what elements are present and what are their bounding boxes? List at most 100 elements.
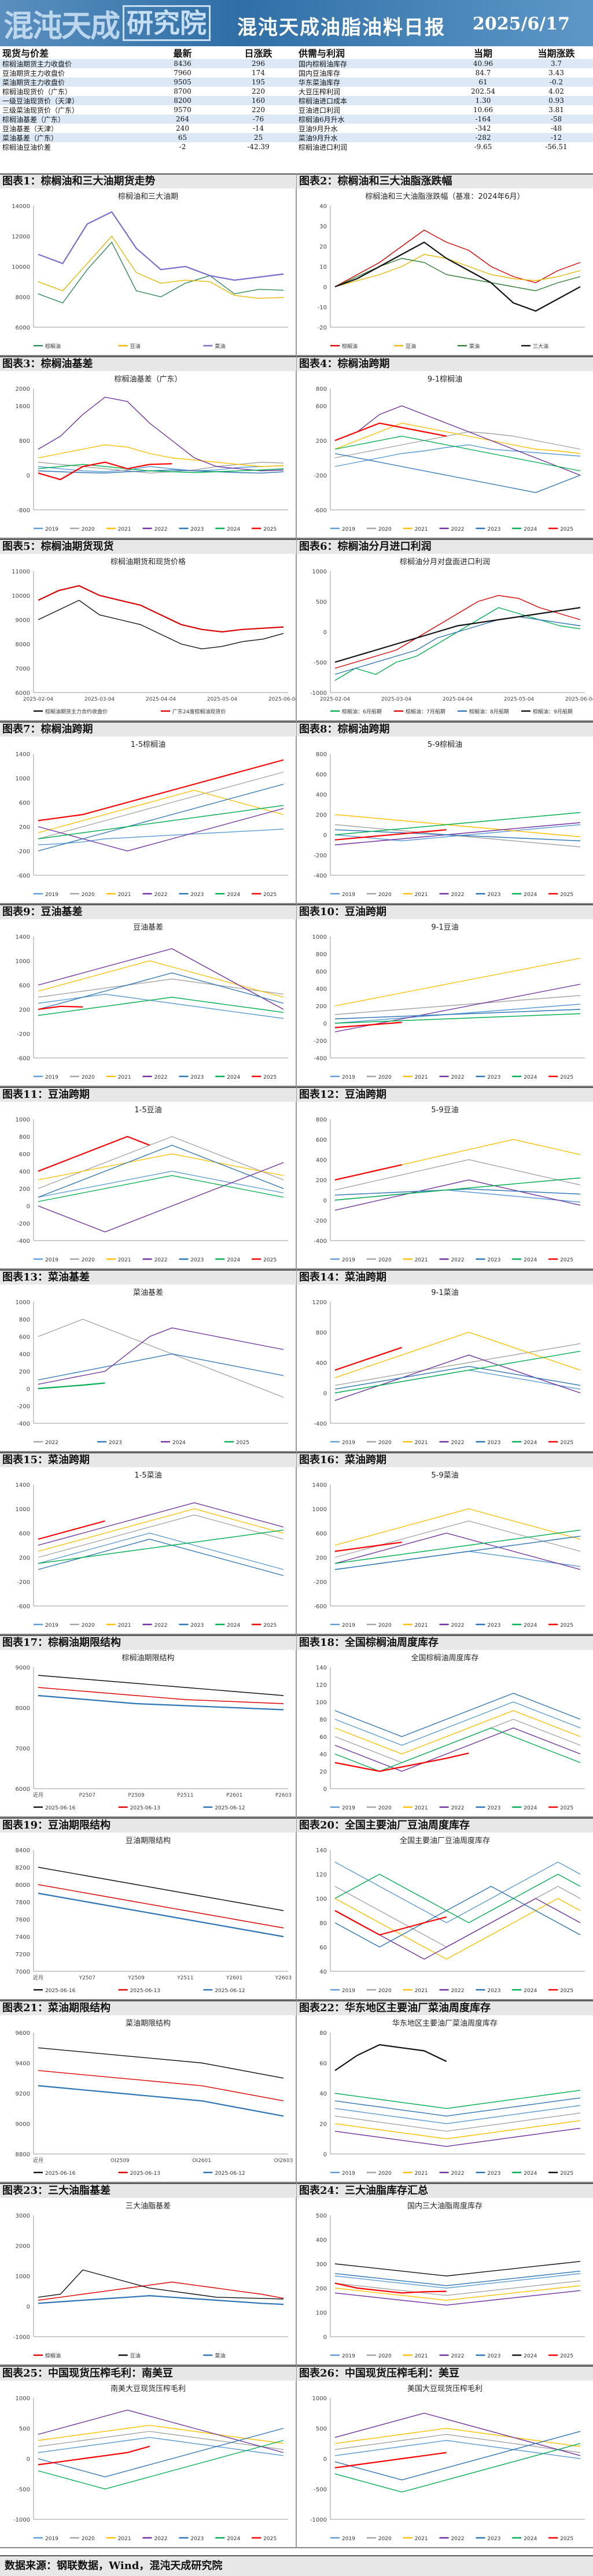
chart-panel: 图表23：三大油脂基差 三大油脂基差 -1000 0 1000 2000 3000 棕榈油 豆油… xyxy=(0,2183,296,2366)
series-line xyxy=(334,2280,581,2296)
legend-label: 2020 xyxy=(378,1075,392,1080)
legend-label: 2021 xyxy=(118,1075,131,1080)
legend-label: 2019 xyxy=(342,1257,355,1263)
chart-panel: 图表3：棕榈油基差 棕榈油基差（广东） -800 0 800 1600 2000 2019 20… xyxy=(0,356,296,539)
table-cell: -9.65 xyxy=(474,143,492,151)
series-line xyxy=(334,444,581,467)
y-tick-label: 9600 xyxy=(16,2030,30,2037)
line-chart: 菜油基差 -400 -200 0 200 400 600 800 1000 2022 2023 202… xyxy=(16,1289,288,1446)
series-line xyxy=(334,995,581,1015)
chart-panel: 图表5：棕榈油期货现货 棕榈油期货和现货价格 6000 7000 8000 9000 100… xyxy=(0,539,296,721)
legend-label: 2025-06-16 xyxy=(45,1805,76,1811)
y-tick-label: 7200 xyxy=(16,1952,30,1958)
legend-label: 2021 xyxy=(415,1805,428,1811)
y-tick-label: 120 xyxy=(316,1872,327,1878)
series-line xyxy=(334,1861,581,1923)
table-cell: 棕榈油基差（广东） xyxy=(2,115,65,124)
series-line xyxy=(38,997,284,1016)
chart-title: 9-1豆油 xyxy=(431,923,458,932)
legend-label: 2023 xyxy=(487,1440,500,1446)
y-tick-label: 1000 xyxy=(16,958,30,965)
legend-label: 2024 xyxy=(524,2536,537,2542)
x-tick-label: P2509 xyxy=(128,1793,145,1798)
table-row: 豆油基差（天津） 240 -14 xyxy=(0,124,296,133)
legend-label: 2019 xyxy=(342,1440,355,1446)
line-chart: 菜油期限结构 8800 9000 9200 9400 9600 近月 OI2509 OI2601… xyxy=(16,2019,293,2177)
spot-table: 现货与价差 最新 日涨跌 棕榈油期货主力收盘价 8436 296 豆油期货主力收盘价 7960… xyxy=(0,46,296,173)
x-tick-label: OI2601 xyxy=(192,2158,211,2164)
legend-label: 2024 xyxy=(524,1440,537,1446)
legend-label: 2021 xyxy=(118,527,131,532)
legend-label: 2024 xyxy=(524,1257,537,1263)
table-row: 豆油9月升水 -342 -48 xyxy=(296,124,593,133)
series-line xyxy=(38,2440,284,2490)
y-tick-label: 800 xyxy=(19,438,30,445)
y-tick-label: 400 xyxy=(316,2237,327,2244)
legend-label: 2020 xyxy=(378,1257,392,1263)
series-line xyxy=(334,2112,581,2132)
logo-text: 混沌天成 xyxy=(3,8,120,44)
legend-label: 豆油 xyxy=(406,343,416,350)
y-tick-label: -500 xyxy=(314,2487,327,2493)
series-line xyxy=(38,444,284,467)
table-cell: 华东菜油库存 xyxy=(299,78,341,87)
y-tick-label: 400 xyxy=(316,1360,327,1367)
chart-panel-label: 图表25：中国现货压榨毛利：南美豆 xyxy=(0,2366,296,2381)
legend-label: 2021 xyxy=(118,1623,131,1628)
series-line xyxy=(334,1535,581,1570)
series-line xyxy=(334,2412,581,2456)
page-title: 混沌天成油脂油料日报 xyxy=(237,16,445,39)
series-line xyxy=(38,1687,284,1704)
table-cell: 174 xyxy=(252,69,265,77)
legend-label: 2023 xyxy=(487,1257,500,1263)
table-cell: -48 xyxy=(550,124,562,132)
legend-label: 2019 xyxy=(342,2353,355,2359)
legend-label: 2023 xyxy=(190,1257,204,1263)
chart-panel-label: 图表15：菜油跨期 xyxy=(0,1452,296,1467)
y-tick-label: -600 xyxy=(17,1056,30,1062)
table-header-cell: 供需与利润 xyxy=(299,48,345,59)
table-row: 棕榈油基差（广东） 264 -76 xyxy=(0,114,296,124)
legend-label: 2025 xyxy=(263,892,277,898)
supply-table: 供需与利润 当期 当期涨跌 国内棕榈油库存 40.96 3.7 国内豆油库存 84.7 3.43… xyxy=(296,46,593,173)
chart-panel-label: 图表24：三大油脂库存汇总 xyxy=(297,2183,593,2198)
chart-title: 菜油期限结构 xyxy=(126,2019,171,2028)
y-tick-label: 0 xyxy=(323,2152,327,2158)
series-line xyxy=(334,1365,581,1390)
series-line xyxy=(334,607,581,681)
series-line xyxy=(334,595,581,669)
series-line xyxy=(38,972,284,1010)
y-tick-label: 600 xyxy=(19,983,30,989)
legend-label: 2024 xyxy=(172,1440,186,1446)
series-line xyxy=(334,2044,447,2071)
table-header-cell: 日涨跌 xyxy=(244,48,272,59)
chart-panel: 图表15：菜油跨期 1-5菜油 -600 -200 200 600 1000 1400 2019… xyxy=(0,1452,296,1635)
series-line xyxy=(38,2410,284,2453)
chart-title: 棕榈油基差（广东） xyxy=(114,375,182,384)
y-tick-label: 1000 xyxy=(16,2274,30,2280)
y-tick-label: 20 xyxy=(319,2122,327,2128)
y-tick-label: 0 xyxy=(27,473,30,479)
y-tick-label: 8200 xyxy=(16,1865,30,1871)
y-tick-label: 600 xyxy=(19,1531,30,1537)
series-line xyxy=(334,1139,581,1180)
legend-label: 2025 xyxy=(263,2536,277,2542)
legend-label: 2025 xyxy=(263,1257,277,1263)
y-tick-label: 9400 xyxy=(16,2061,30,2067)
y-tick-label: 2000 xyxy=(16,2244,30,2250)
legend-label: 2022 xyxy=(451,892,465,898)
y-tick-label: 1000 xyxy=(16,1300,30,1306)
chart-panel: 图表14：菜油跨期 9-1菜油 -400 0 400 800 1200 2019 2020 202… xyxy=(297,1270,593,1452)
line-chart: 1-5豆油 -400 -200 0 200 400 600 800 1000 2019 2020 20… xyxy=(16,1106,288,1263)
y-tick-label: 800 xyxy=(316,386,327,393)
y-tick-label: 20 xyxy=(319,1769,327,1775)
y-tick-label: 200 xyxy=(19,1555,30,1561)
series-line xyxy=(38,2445,150,2466)
x-tick-label: 近月 xyxy=(33,1974,43,1981)
legend-label: 2024 xyxy=(227,1623,240,1628)
y-tick-label: -400 xyxy=(314,873,327,879)
series-line xyxy=(38,2294,284,2305)
series-line xyxy=(334,1710,581,1755)
chart-panel-label: 图表3：棕榈油基差 xyxy=(0,356,296,371)
legend-label: 2020 xyxy=(82,1075,95,1080)
